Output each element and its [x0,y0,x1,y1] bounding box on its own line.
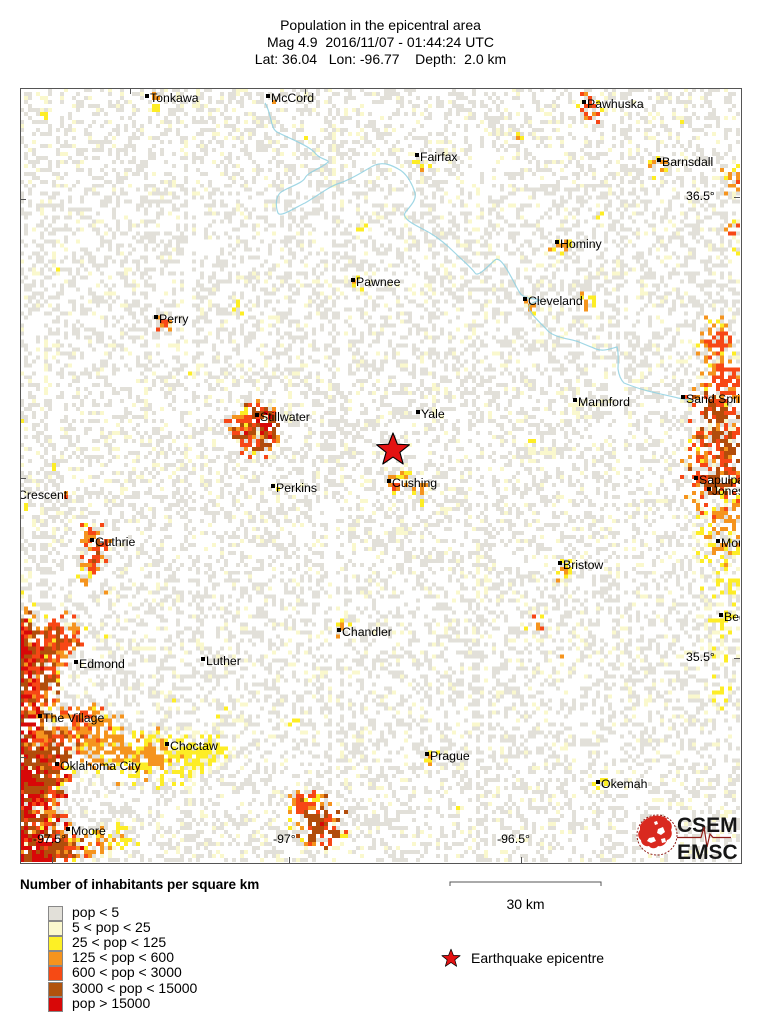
svg-text:EMSC: EMSC [677,841,738,864]
svg-text:CSEM: CSEM [677,814,738,837]
